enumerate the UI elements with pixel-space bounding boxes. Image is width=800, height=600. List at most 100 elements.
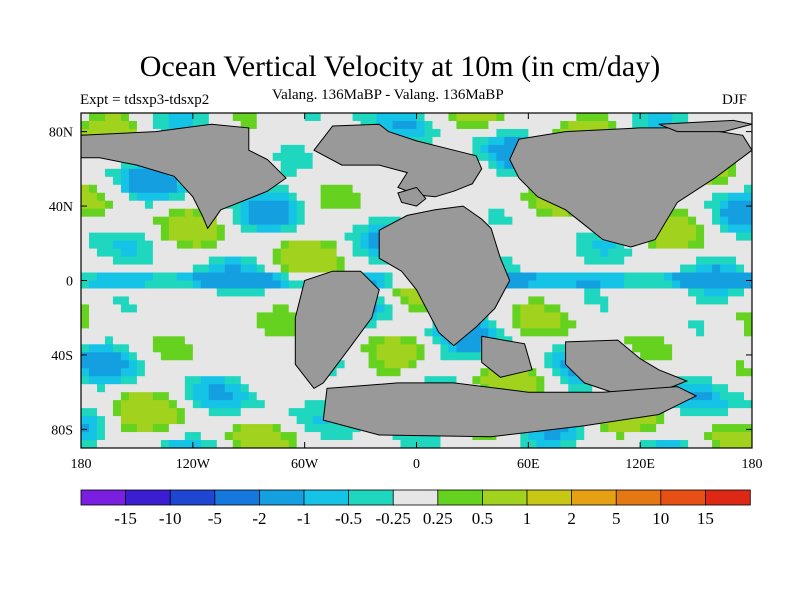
field-cell [728, 113, 737, 122]
field-cell [528, 216, 537, 226]
field-cell [664, 256, 673, 266]
field-cell [208, 288, 218, 298]
field-cell [288, 408, 298, 417]
field-cell [672, 312, 681, 321]
field-cell [688, 336, 697, 345]
field-cell [128, 368, 138, 377]
field-cell [160, 368, 170, 377]
field-cell [296, 160, 306, 170]
field-cell [672, 368, 681, 377]
field-cell [736, 176, 745, 186]
field-cell [264, 120, 274, 130]
field-cell [584, 272, 593, 282]
field-cell [232, 336, 242, 345]
field-cell [176, 336, 186, 345]
field-cell [296, 432, 306, 441]
field-cell [144, 352, 154, 361]
field-cell [656, 240, 665, 250]
field-cell [176, 312, 186, 321]
field-cell [272, 384, 282, 393]
field-cell [408, 208, 418, 218]
field-cell [112, 360, 122, 369]
field-cell [504, 224, 513, 234]
field-cell [288, 392, 298, 401]
field-cell [552, 288, 561, 298]
field-cell [352, 240, 362, 250]
field-cell [96, 216, 106, 226]
field-cell [736, 360, 745, 369]
field-cell [232, 432, 242, 441]
field-cell [376, 280, 386, 290]
field-cell [288, 368, 298, 377]
field-cell [272, 312, 282, 321]
field-cell [120, 216, 130, 226]
field-cell [672, 272, 681, 282]
field-cell [408, 328, 418, 337]
colorbar-swatch [526, 489, 573, 506]
field-cell [280, 360, 290, 369]
field-cell [424, 120, 434, 130]
field-cell [304, 408, 314, 417]
field-cell [592, 256, 601, 266]
field-cell [216, 232, 226, 242]
field-cell [192, 320, 202, 329]
field-cell [600, 288, 609, 298]
field-cell [152, 224, 162, 234]
field-cell [568, 384, 577, 393]
field-cell [128, 392, 138, 401]
field-cell [240, 368, 250, 377]
field-cell [304, 256, 314, 266]
field-cell [656, 312, 665, 321]
field-cell [672, 256, 681, 266]
field-cell [344, 432, 354, 441]
field-cell [208, 352, 218, 361]
field-cell [552, 352, 561, 361]
field-cell [536, 440, 545, 448]
field-cell [368, 432, 378, 441]
field-cell [280, 216, 290, 226]
field-cell [112, 208, 122, 218]
field-cell [152, 184, 162, 194]
field-cell [560, 344, 569, 353]
field-cell [296, 216, 306, 226]
field-cell [544, 113, 553, 122]
field-cell [544, 328, 553, 337]
field-cell [248, 288, 258, 298]
field-cell [552, 208, 561, 218]
field-cell [592, 432, 601, 441]
field-cell [728, 424, 737, 433]
field-cell [200, 312, 210, 321]
field-cell [704, 440, 713, 448]
field-cell [504, 440, 513, 448]
field-cell [520, 184, 529, 194]
field-cell [424, 328, 434, 337]
field-cell [240, 232, 250, 242]
field-cell [240, 304, 250, 314]
field-cell [280, 136, 290, 146]
field-cell [208, 400, 218, 409]
field-cell [712, 280, 721, 290]
field-cell [488, 176, 497, 186]
field-cell [280, 224, 290, 234]
field-cell [696, 336, 705, 345]
field-cell [184, 288, 194, 298]
field-cell [336, 432, 346, 441]
field-cell [104, 400, 114, 409]
field-cell [280, 248, 290, 258]
field-cell [216, 288, 226, 298]
field-cell [328, 113, 338, 122]
field-cell [88, 120, 98, 130]
land-australia [565, 339, 689, 393]
field-cell [304, 192, 314, 202]
field-cell [304, 136, 314, 146]
field-cell [288, 144, 298, 154]
field-cell [648, 256, 657, 266]
field-cell [304, 200, 314, 210]
field-cell [528, 224, 537, 234]
field-cell [200, 432, 210, 441]
field-cell [280, 113, 290, 122]
field-cell [216, 384, 226, 393]
field-cell [560, 272, 569, 282]
field-cell [504, 296, 513, 306]
field-cell [136, 424, 146, 433]
